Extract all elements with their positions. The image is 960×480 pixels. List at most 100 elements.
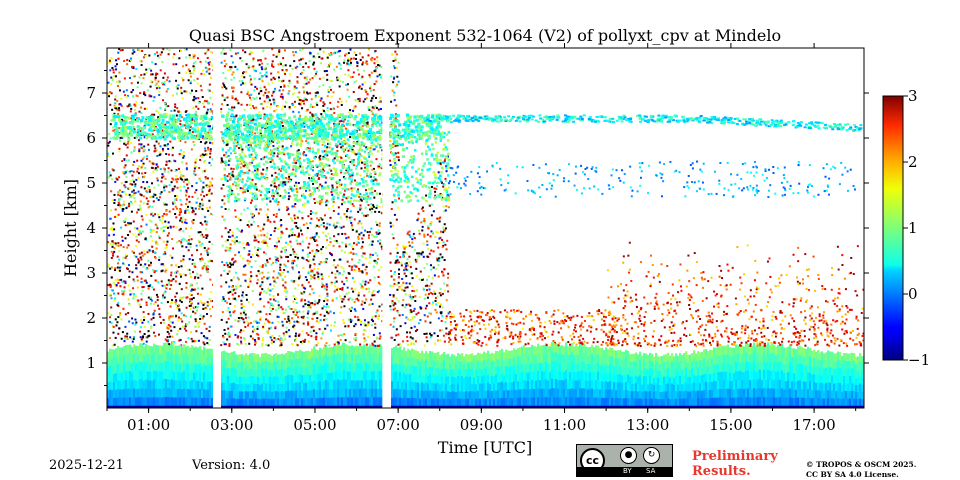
noise-dot <box>108 95 111 98</box>
boundary-layer-cell <box>113 373 116 382</box>
noise-dot <box>325 283 328 286</box>
noise-dot <box>301 218 304 221</box>
surface-cell <box>841 405 844 408</box>
boundary-layer-cell <box>485 367 488 376</box>
boundary-layer-cell <box>261 390 264 399</box>
boundary-layer-cell <box>759 360 762 370</box>
boundary-layer-cell <box>201 389 204 399</box>
boundary-layer-cell <box>119 380 122 390</box>
boundary-layer-cell <box>837 367 840 376</box>
boundary-layer-cell <box>535 346 538 356</box>
boundary-layer-cell <box>697 359 700 368</box>
surface-cell <box>363 405 366 408</box>
surface-cell <box>109 405 112 408</box>
noise-dot <box>112 71 115 74</box>
boundary-layer-cell <box>671 353 674 362</box>
noise-dot <box>236 342 239 345</box>
boundary-layer-cell <box>717 372 720 381</box>
noise-dot <box>313 235 316 238</box>
noise-dot <box>389 284 392 287</box>
boundary-layer-cell <box>329 372 332 381</box>
noise-dot <box>138 172 141 175</box>
noise-dot <box>444 227 447 230</box>
surface-cell <box>721 405 724 408</box>
surface-cell <box>853 405 856 408</box>
boundary-layer-cell <box>671 390 674 399</box>
boundary-layer-cell <box>403 397 406 407</box>
boundary-layer-cell <box>821 359 824 368</box>
noise-dot <box>246 189 249 192</box>
boundary-layer-cell <box>489 361 492 370</box>
boundary-layer-cell <box>735 370 738 380</box>
noise-dot <box>191 288 194 291</box>
surface-cell <box>193 405 196 408</box>
boundary-layer-cell <box>409 350 412 359</box>
boundary-layer-cell <box>603 389 606 399</box>
boundary-layer-cell <box>107 374 110 383</box>
boundary-layer-cell <box>181 346 184 356</box>
noise-dot <box>375 158 378 161</box>
noise-dot <box>195 182 198 185</box>
noise-dot <box>130 292 133 295</box>
boundary-layer-cell <box>537 361 540 371</box>
boundary-layer-cell <box>531 370 534 380</box>
boundary-layer-cell <box>287 374 290 383</box>
boundary-layer-cell <box>751 371 754 381</box>
boundary-layer-cell <box>733 355 736 365</box>
noise-dot <box>329 216 332 219</box>
boundary-layer-cell <box>373 362 376 372</box>
boundary-layer-cell <box>417 390 420 399</box>
noise-dot <box>393 282 396 285</box>
boundary-layer-cell <box>155 362 158 372</box>
surface-cell <box>641 405 644 408</box>
boundary-layer-cell <box>267 354 270 362</box>
boundary-layer-cell <box>559 362 562 372</box>
noise-dot <box>296 242 299 245</box>
noise-dot <box>426 262 429 265</box>
boundary-layer-cell <box>817 365 820 375</box>
boundary-layer-cell <box>755 371 758 381</box>
noise-dot <box>128 230 131 233</box>
noise-dot <box>355 199 358 202</box>
noise-dot <box>197 204 200 207</box>
boundary-layer-cell <box>685 382 688 391</box>
boundary-layer-cell <box>361 363 364 372</box>
boundary-layer-cell <box>377 362 380 372</box>
noise-dot <box>133 254 136 257</box>
boundary-layer-cell <box>225 382 228 391</box>
noise-dot <box>277 272 280 275</box>
noise-dot <box>255 253 258 256</box>
noise-dot <box>328 52 331 55</box>
noise-dot <box>121 190 124 193</box>
boundary-layer-cell <box>277 391 280 399</box>
noise-dot <box>123 289 126 292</box>
boundary-layer-cell <box>143 380 146 390</box>
noise-dot <box>349 161 352 164</box>
boundary-layer-cell <box>199 354 202 364</box>
boundary-layer-cell <box>205 381 208 390</box>
noise-dot <box>155 242 158 245</box>
boundary-layer-cell <box>681 376 684 385</box>
boundary-layer-cell <box>651 383 654 392</box>
surface-cell <box>353 405 356 408</box>
boundary-layer-cell <box>459 398 462 407</box>
boundary-layer-cell <box>371 371 374 381</box>
boundary-layer-cell <box>281 390 284 399</box>
noise-dot <box>250 161 253 164</box>
boundary-layer-cell <box>155 344 158 354</box>
boundary-layer-cell <box>247 376 250 385</box>
boundary-layer-cell <box>805 373 808 382</box>
noise-dot <box>380 212 383 215</box>
boundary-layer-cell <box>513 364 516 374</box>
boundary-layer-cell <box>627 351 630 360</box>
boundary-layer-cell <box>569 354 572 364</box>
boundary-layer-cell <box>849 353 852 362</box>
boundary-layer-cell <box>729 397 732 407</box>
noise-dot <box>328 86 331 89</box>
boundary-layer-cell <box>809 372 812 382</box>
surface-cell <box>693 405 696 408</box>
boundary-layer-cell <box>641 391 644 399</box>
boundary-layer-cell <box>753 387 756 398</box>
boundary-layer-cell <box>525 372 528 382</box>
boundary-layer-cell <box>697 397 700 407</box>
